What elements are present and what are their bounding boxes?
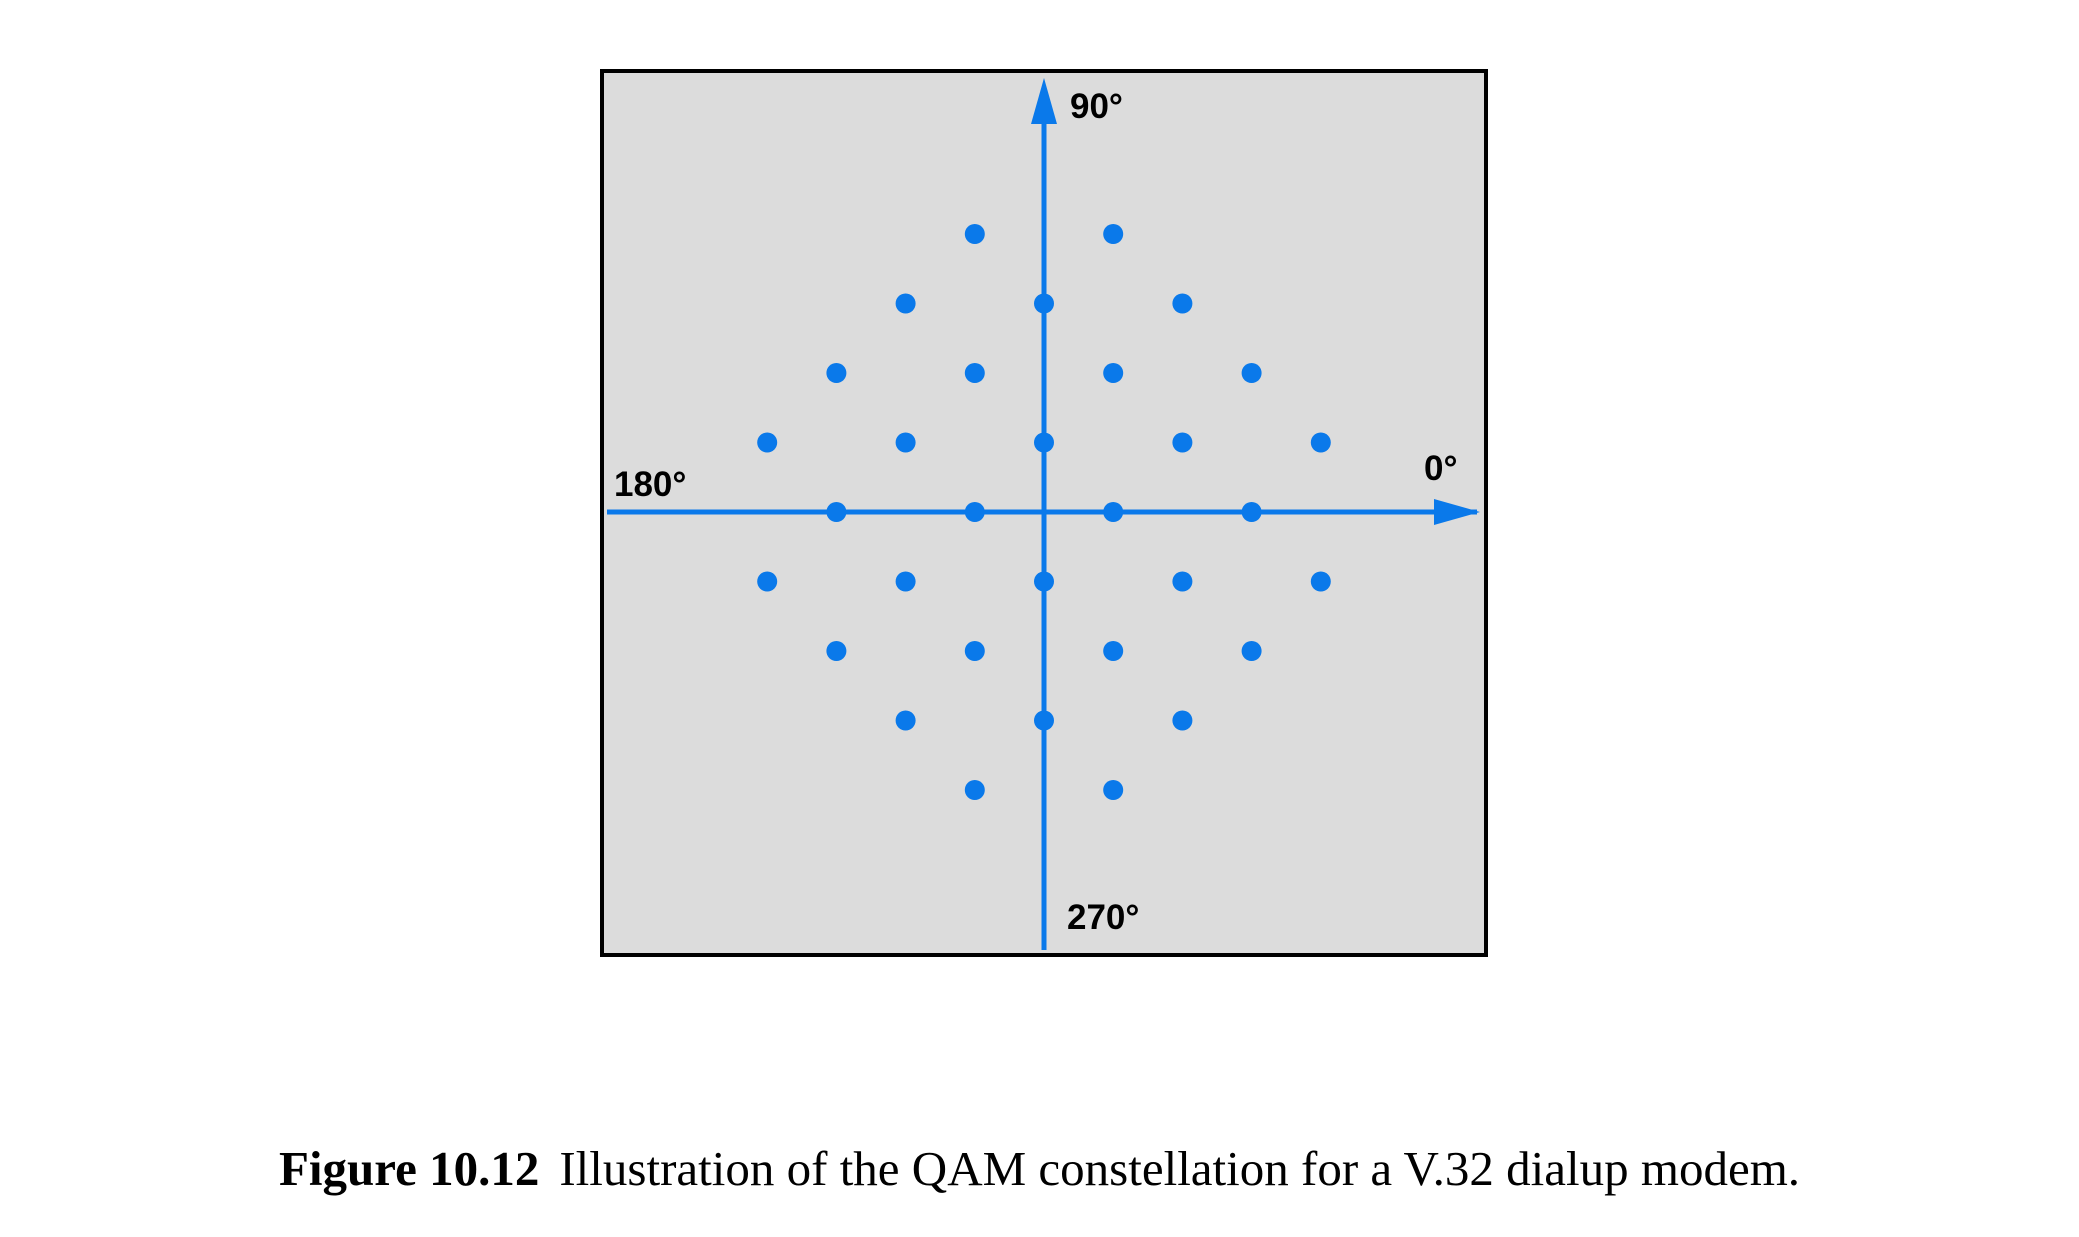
constellation-point (826, 363, 847, 383)
constellation-point (964, 502, 985, 522)
label-270-degrees: 270° (1067, 898, 1139, 937)
constellation-point (964, 224, 985, 244)
constellation-point (964, 780, 985, 800)
label-0-degrees: 0° (1424, 449, 1457, 488)
caption-text: Illustration of the QAM constellation fo… (559, 1141, 1801, 1196)
constellation-point (895, 432, 916, 453)
constellation-point (964, 363, 985, 383)
constellation-point (1034, 710, 1054, 731)
constellation-point (1310, 432, 1331, 453)
constellation-point (1172, 432, 1193, 453)
constellation-point (895, 293, 916, 314)
figure-caption: Figure 10.12 Illustration of the QAM cons… (0, 1140, 2079, 1197)
constellation-point (1103, 780, 1124, 800)
constellation-point (1034, 571, 1054, 592)
constellation-point (826, 641, 847, 661)
constellation-point (1172, 710, 1193, 731)
constellation-point (895, 571, 916, 592)
constellation-point (1241, 502, 1262, 522)
figure-number: Figure 10.12 (278, 1141, 540, 1196)
constellation-point (1241, 363, 1262, 383)
constellation-point (964, 641, 985, 661)
constellation-point (1034, 293, 1054, 314)
constellation-point (1103, 224, 1124, 244)
east-arrowhead (1434, 499, 1480, 525)
constellation-point (1310, 571, 1331, 592)
constellation-point (757, 571, 778, 592)
constellation-point (1103, 641, 1124, 661)
north-arrowhead (1031, 78, 1057, 124)
constellation-point (895, 710, 916, 731)
constellation-point (757, 432, 778, 453)
constellation-point (1241, 641, 1262, 661)
label-180-degrees: 180° (614, 465, 686, 504)
constellation-points (757, 224, 1331, 800)
constellation-point (826, 502, 847, 522)
label-90-degrees: 90° (1070, 87, 1123, 126)
constellation-point (1172, 571, 1193, 592)
constellation-point (1034, 432, 1054, 453)
constellation-point (1172, 293, 1193, 314)
constellation-point (1103, 502, 1124, 522)
constellation-point (1103, 363, 1124, 383)
